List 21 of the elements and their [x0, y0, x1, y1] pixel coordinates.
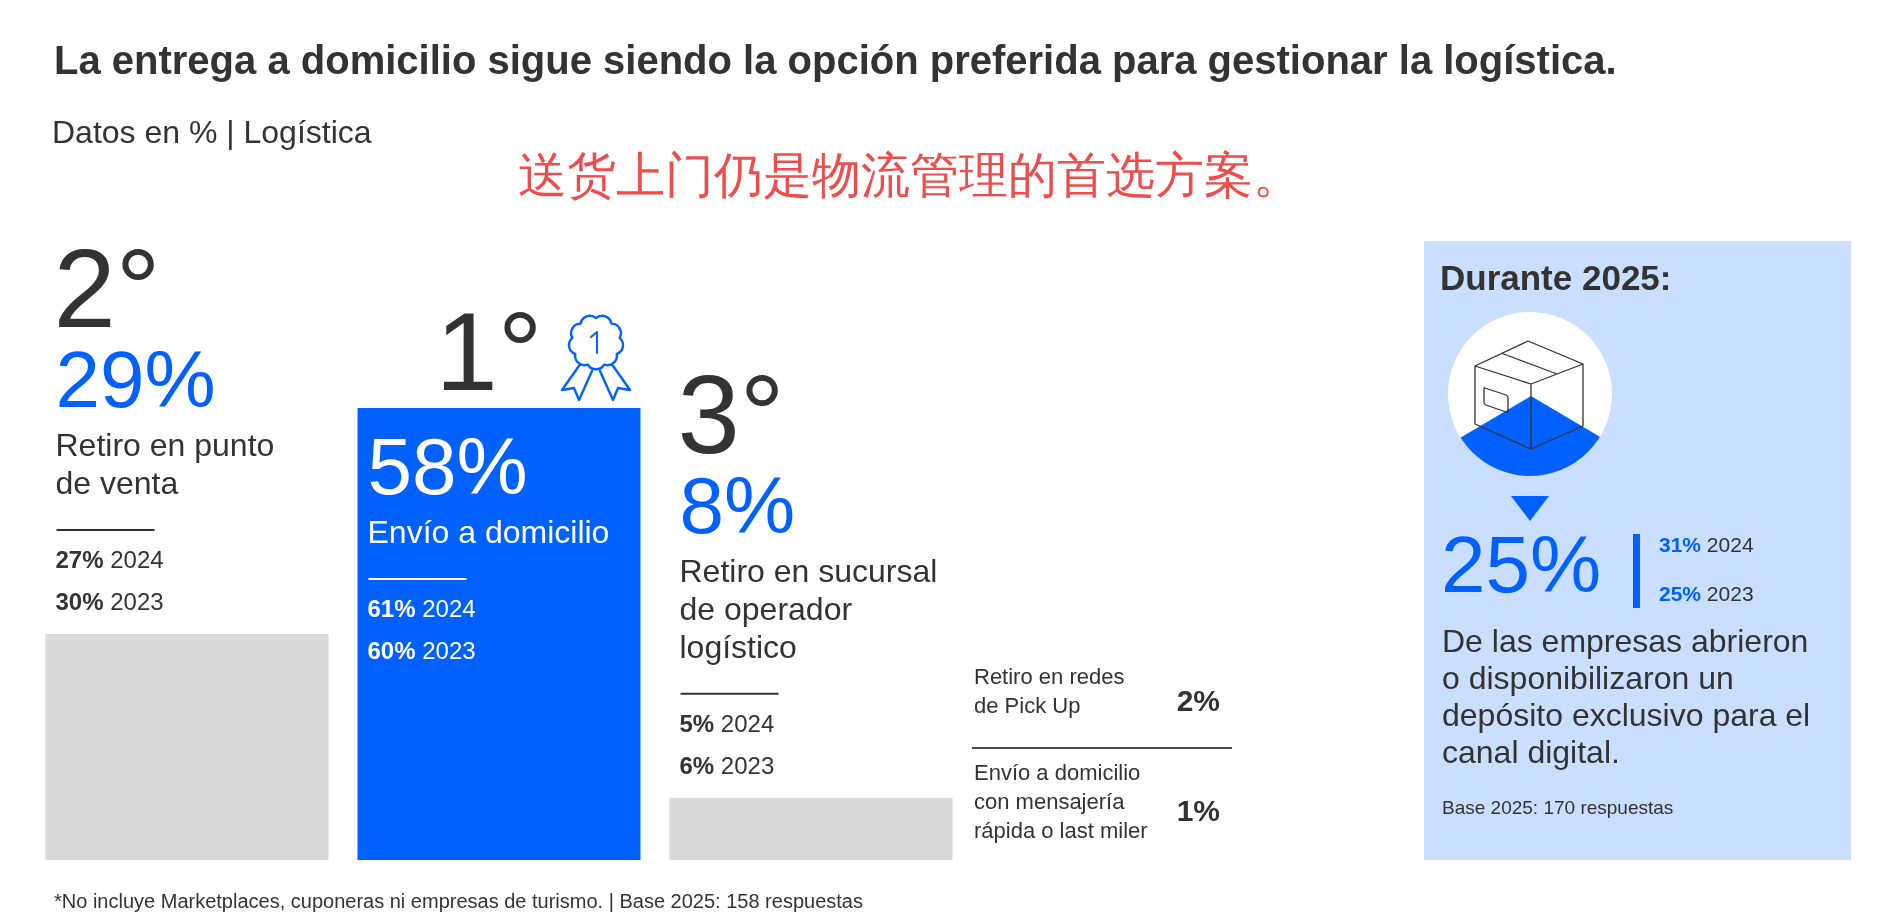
annotation: 5% 2024 [679, 709, 775, 737]
text: 25% 2023 [1659, 582, 1754, 605]
annotation: 27% 2024 [55, 546, 164, 573]
x-tick-label: Retiro en sucursal de operador logístico [679, 552, 938, 665]
text: 31% 2024 [1659, 533, 1754, 556]
x-tick-label: Envío a domicilio [367, 514, 610, 550]
text: Durante 2025: [1440, 258, 1672, 297]
annotation: 61% 2024 [367, 595, 476, 622]
text: Base 2025: 170 respuestas [1442, 797, 1674, 818]
text: *No incluye Marketplaces, cuponeras ni empresas de turismo. | Base 2025: 158 respuestas [54, 890, 863, 912]
data-label: 58% [367, 422, 528, 511]
x-tick-label: Retiro en punto de venta [55, 427, 275, 501]
annotation: 1° [435, 289, 543, 414]
text: De las empresas abrieron o disponibilizaron un depósito exclusivo para el canal digital. [1442, 623, 1811, 770]
annotation: 6% 2023 [679, 751, 775, 779]
chart-subtitle: Datos en % | Logística [52, 114, 372, 150]
text: 送货上门仍是物流管理的首选方案。 [518, 147, 1302, 204]
annotation: 60% 2023 [367, 637, 476, 664]
chart-title: La entrega a domicilio sigue siendo la opción preferida para gestionar la logística. [54, 38, 1617, 82]
text: 25% [1441, 520, 1602, 609]
annotation: 30% 2023 [55, 588, 164, 615]
